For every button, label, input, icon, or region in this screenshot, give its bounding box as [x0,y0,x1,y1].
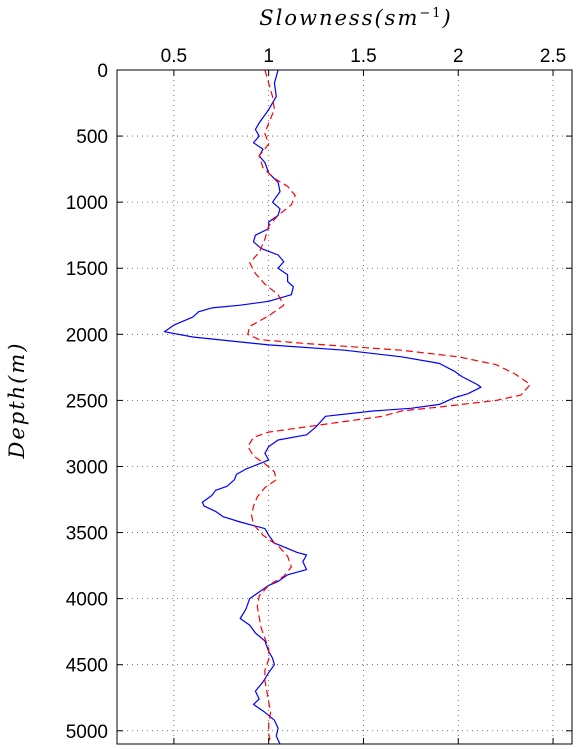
y-tick-label: 5000 [66,722,108,743]
plot-frame [116,69,573,745]
y-tick-label: 3000 [66,457,108,478]
y-tick-label: 1000 [66,193,108,214]
plot-background [117,70,572,744]
y-tick-label: 4500 [66,656,108,677]
y-tick-label: 2500 [66,391,108,412]
series-line-2-dashed [247,69,531,745]
y-tick-label: 3500 [66,524,108,545]
x-tick-label: 1 [263,46,274,67]
series-line-1-solid [163,69,482,745]
series-layer [163,69,531,745]
x-tick-label: 0.5 [161,46,187,67]
x-tick-label: 2.5 [540,46,566,67]
y-tick-label: 2000 [66,325,108,346]
y-axis-title: Depth(m) [5,342,29,460]
x-tick-label: 1.5 [350,46,376,67]
y-tick-label: 500 [76,127,108,148]
x-axis-ticks: 0.5 1 1.5 2 2.5 [161,46,566,744]
x-axis-title: Slowness(sm−1) [259,6,453,30]
y-tick-label: 0 [97,61,108,82]
y-tick-label: 4000 [66,590,108,611]
y-axis-ticks: 0 500 1000 1500 2000 2500 3000 3500 4000 4500 5000 [66,61,572,743]
y-tick-label: 1500 [66,259,108,280]
x-tick-label: 2 [453,46,464,67]
